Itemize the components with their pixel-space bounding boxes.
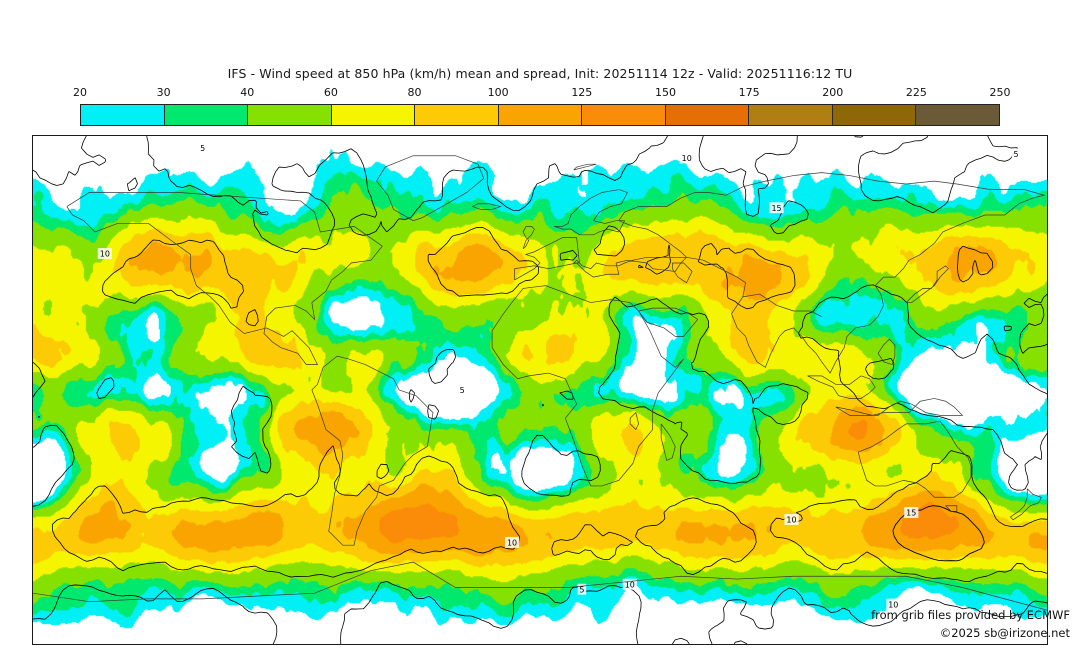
colorbar-segment-60 <box>331 105 416 125</box>
colorbar-segment-225 <box>916 105 1000 125</box>
contour-label: 10 <box>784 514 799 525</box>
contour-label: 15 <box>769 202 784 214</box>
contour-label: 10 <box>886 598 901 610</box>
colorbar: 20 30 40 60 80 100 125 150 175 200 225 250 <box>73 86 1011 128</box>
colorbar-segment-40 <box>248 105 332 125</box>
contour-label: 10 <box>622 578 637 590</box>
colorbar-tick-175: 175 <box>738 86 760 99</box>
svg-text:10: 10 <box>507 539 517 548</box>
colorbar-tick-200: 200 <box>822 86 844 99</box>
colorbar-segment-175 <box>749 105 833 125</box>
colorbar-swatches <box>80 104 1000 126</box>
svg-text:5: 5 <box>1014 150 1019 159</box>
svg-text:10: 10 <box>100 250 110 259</box>
contour-label: 5 <box>577 583 587 595</box>
page-title: IFS - Wind speed at 850 hPa (km/h) mean … <box>227 66 853 81</box>
colorbar-segment-150 <box>665 105 750 125</box>
spread-contour-5 <box>33 136 1047 644</box>
colorbar-tick-20: 20 <box>73 86 87 99</box>
coastline-path <box>33 156 1047 610</box>
colorbar-segment-125 <box>582 105 666 125</box>
svg-text:5: 5 <box>460 386 465 395</box>
svg-text:10: 10 <box>888 600 898 609</box>
colorbar-segment-80 <box>415 105 499 125</box>
colorbar-tick-60: 60 <box>323 86 338 99</box>
contour-label: 10 <box>679 152 694 164</box>
svg-text:10: 10 <box>625 580 635 589</box>
colorbar-tick-225: 225 <box>905 86 927 99</box>
svg-text:10: 10 <box>682 154 692 163</box>
contour-label: 15 <box>904 507 919 518</box>
colorbar-tick-80: 80 <box>407 86 422 99</box>
contour-label: 10 <box>504 536 520 548</box>
colorbar-segment-30 <box>164 105 249 125</box>
svg-text:10: 10 <box>786 516 796 525</box>
contour-label: 5 <box>1011 148 1021 160</box>
svg-text:5: 5 <box>579 585 584 594</box>
colorbar-tick-150: 150 <box>654 86 676 99</box>
colorbar-tick-250: 250 <box>989 86 1011 99</box>
contour-label: 5 <box>457 384 467 396</box>
colorbar-tick-30: 30 <box>156 86 171 99</box>
colorbar-tick-100: 100 <box>487 86 509 99</box>
map-panel[interactable]: 5 10 5 10 15 5 10 10 15 10 10 5 <box>32 135 1048 645</box>
svg-text:5: 5 <box>200 144 205 153</box>
colorbar-tick-40: 40 <box>240 86 255 99</box>
colorbar-tick-125: 125 <box>571 86 593 99</box>
svg-text:15: 15 <box>906 509 916 518</box>
colorbar-tick-labels: 20 30 40 60 80 100 125 150 175 200 225 250 <box>73 86 1011 102</box>
wind-speed-field <box>33 136 1047 644</box>
colorbar-segment-20 <box>81 105 165 125</box>
coastlines-and-contours: 5 10 5 10 15 5 10 10 15 10 10 5 <box>33 136 1047 644</box>
colorbar-segment-200 <box>832 105 917 125</box>
spread-contour-10 <box>52 226 1047 582</box>
svg-text:15: 15 <box>771 204 781 213</box>
colorbar-segment-100 <box>498 105 583 125</box>
contour-label: 10 <box>97 248 112 260</box>
contour-label: 5 <box>198 142 207 154</box>
copyright-credit: ©2025 sb@irizone.net <box>939 626 1070 640</box>
data-source-credit: from grib files provided by ECMWF <box>871 608 1070 622</box>
